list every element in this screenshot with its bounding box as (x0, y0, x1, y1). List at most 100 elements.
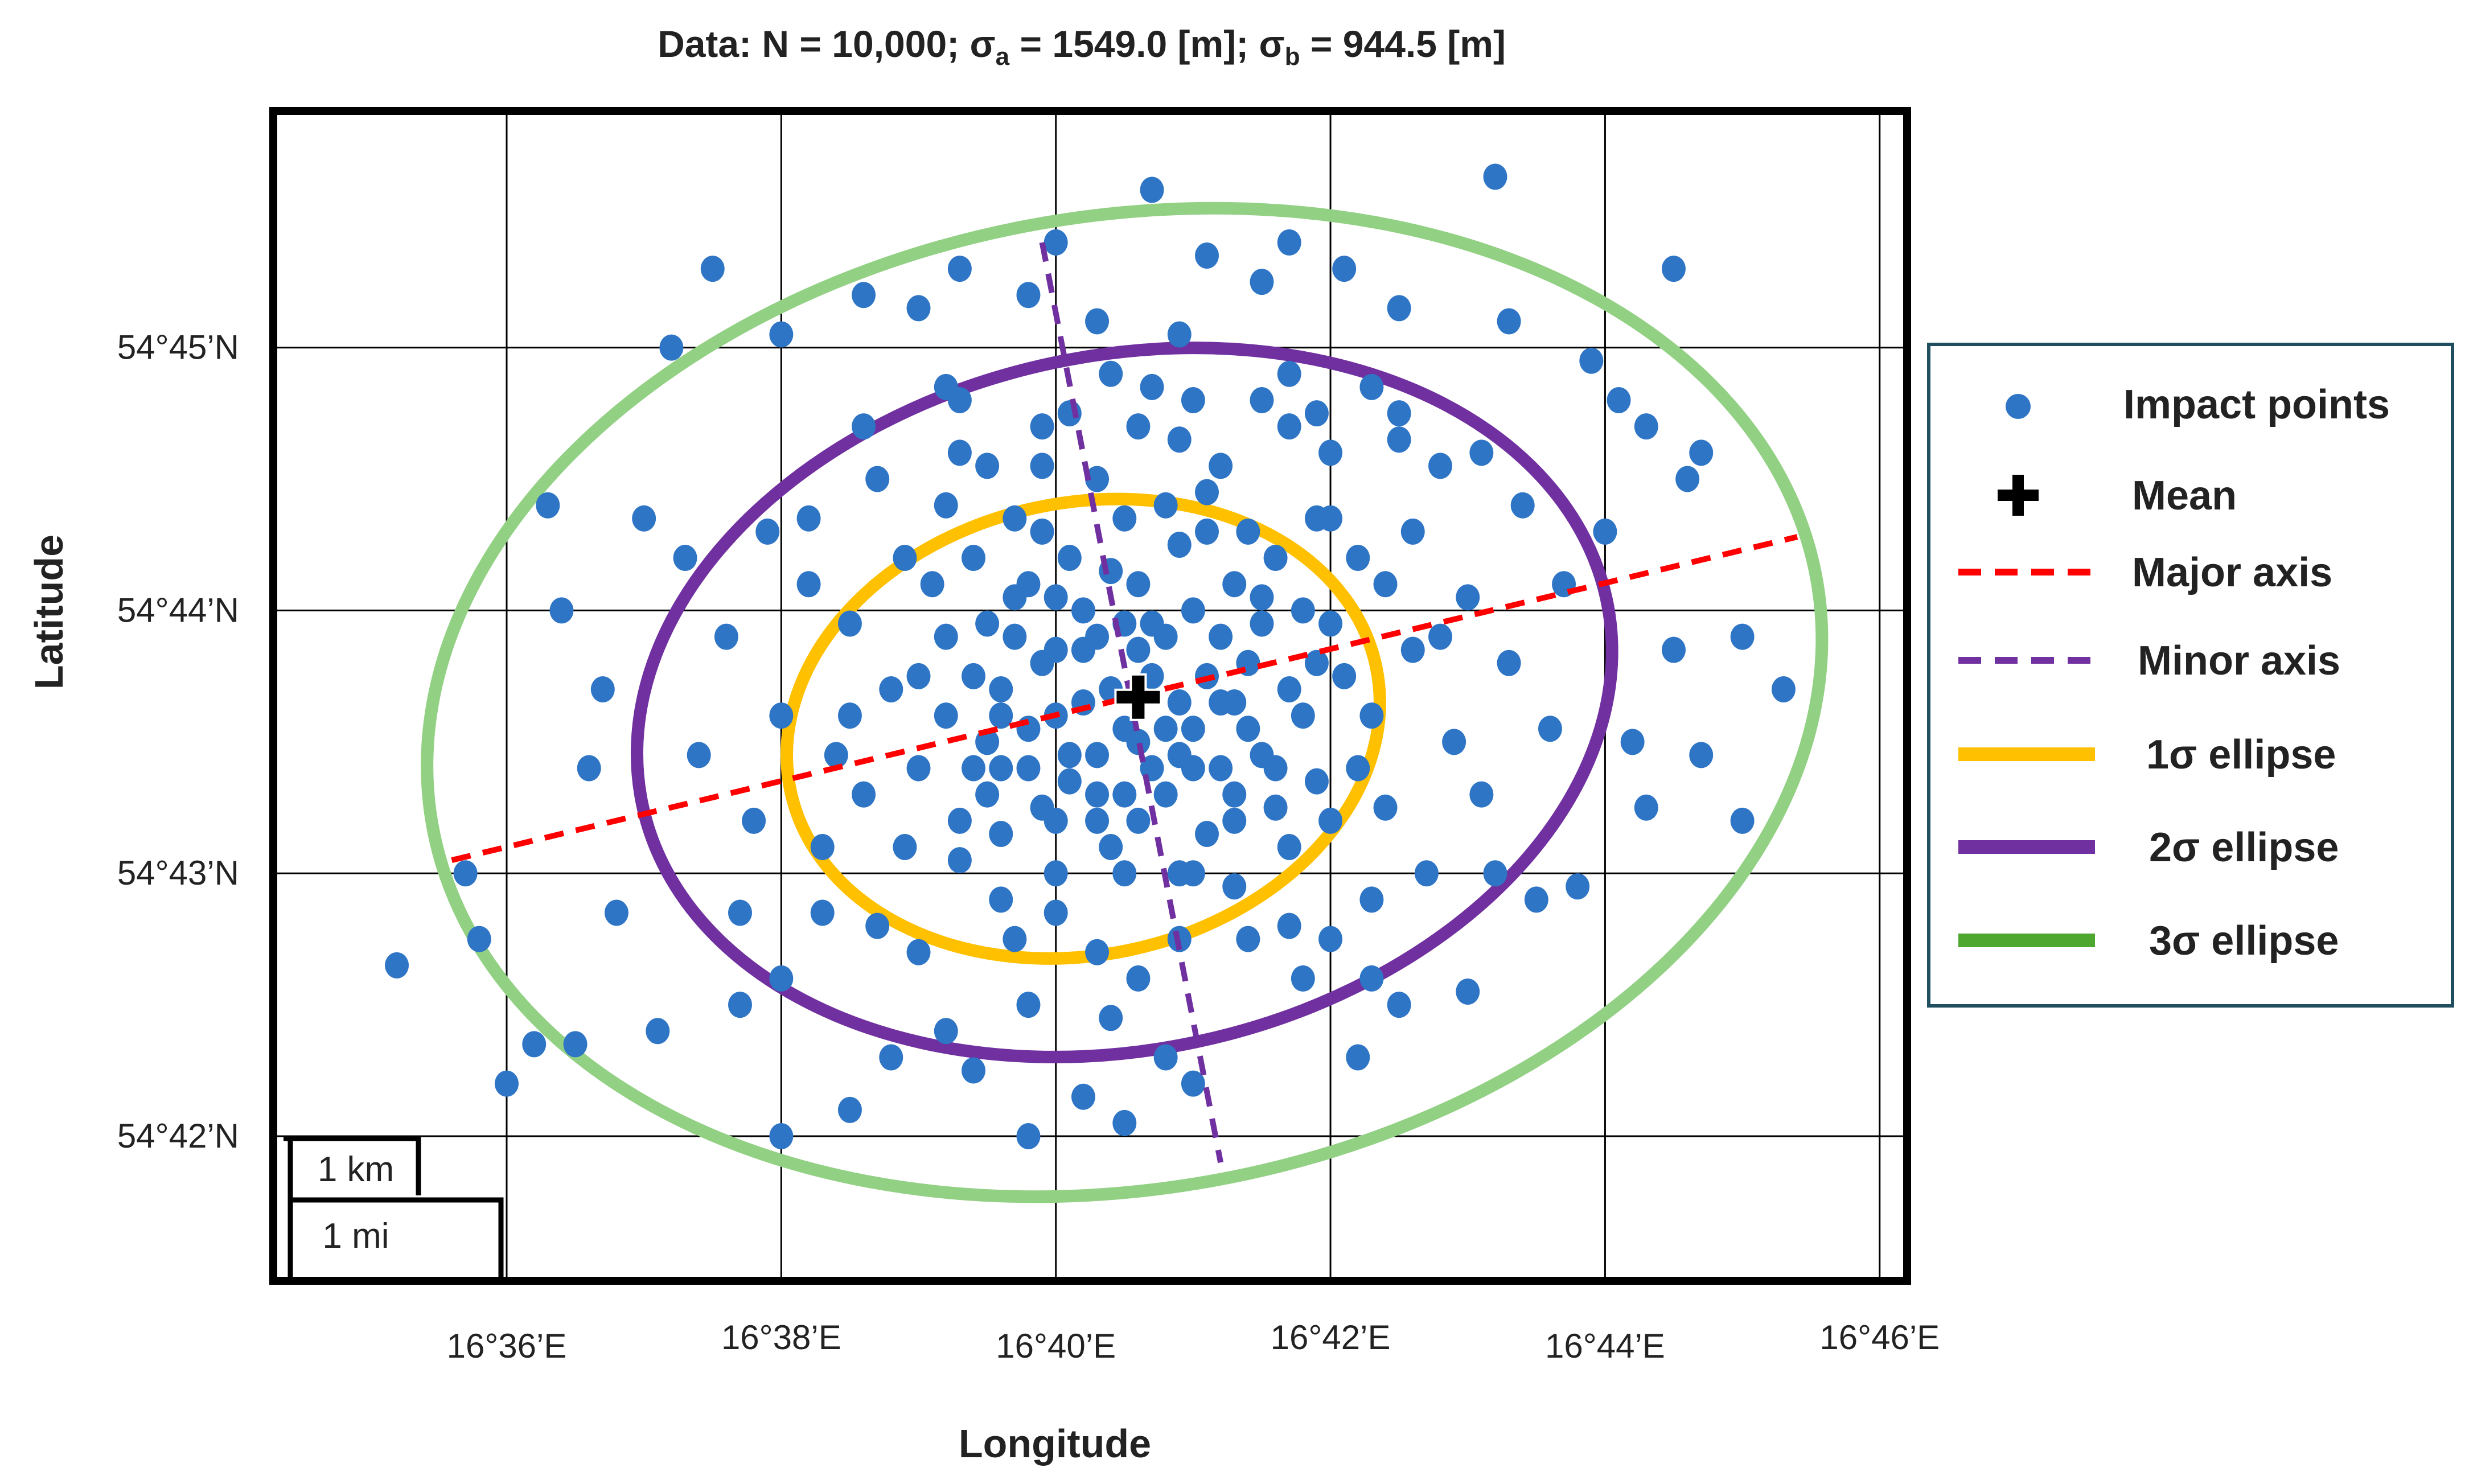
title-prefix: Data: N = 10,000; (658, 23, 969, 65)
impact-point (755, 518, 780, 545)
impact-point (522, 1031, 547, 1058)
legend-two-sigma: 2σ ellipse (1958, 825, 2339, 870)
impact-point (1346, 1044, 1370, 1071)
impact-point (1195, 820, 1219, 847)
impact-point (1071, 597, 1095, 624)
impact-point (1236, 716, 1260, 742)
impact-point (1016, 992, 1041, 1018)
impact-point (1524, 886, 1548, 913)
impact-point (1222, 571, 1247, 598)
major-axis-line (451, 534, 1798, 863)
x-tick-label: 16°44’E (1545, 1327, 1665, 1365)
impact-point (604, 899, 628, 926)
impact-point (810, 899, 835, 926)
impact-point (975, 781, 1000, 808)
impact-point (1126, 729, 1151, 755)
impact-point (852, 413, 876, 440)
title-sigma-b-value: = 944.5 [m] (1300, 23, 1506, 65)
impact-point (1140, 610, 1164, 637)
chart-title: Data: N = 10,000; σa = 1549.0 [m]; σb = … (658, 23, 1506, 71)
impact-point (947, 807, 972, 834)
impact-point (1332, 256, 1357, 282)
impact-point (1167, 742, 1192, 768)
impact-point (1085, 308, 1110, 335)
impact-point (1126, 571, 1151, 598)
impact-point (1593, 518, 1617, 545)
x-tick-labels: 16°36’E 16°38’E 16°40’E 16°42’E 16°44’E 16°46… (447, 1318, 1940, 1365)
impact-point (947, 439, 972, 466)
impact-point (1003, 584, 1027, 611)
x-tick-label: 16°42’E (1271, 1318, 1391, 1356)
impact-point (742, 807, 766, 834)
impact-point (1277, 834, 1301, 861)
impact-point (495, 1070, 519, 1097)
impact-point (1222, 873, 1247, 900)
impact-point (577, 755, 601, 782)
impact-point (1304, 649, 1329, 676)
impact-point (467, 926, 491, 952)
impact-point (1030, 518, 1054, 545)
y-axis-title: Latitude (27, 535, 71, 689)
plot-frame (269, 107, 1911, 1285)
impact-point (1167, 426, 1192, 453)
minor-axis-line (1039, 241, 1224, 1164)
impact-point (796, 505, 821, 532)
impact-point (728, 992, 752, 1018)
impact-point (1373, 794, 1398, 821)
impact-point (1566, 873, 1590, 900)
impact-point (1222, 807, 1247, 834)
impact-point (810, 834, 835, 861)
impact-point (1579, 347, 1604, 374)
impact-point (1112, 781, 1137, 808)
impact-point (1428, 453, 1452, 479)
impact-point (632, 505, 656, 532)
impact-point (1126, 807, 1151, 834)
impact-point (865, 466, 890, 492)
legend-box (1927, 343, 2454, 1008)
impact-point (1181, 860, 1205, 887)
scale-bars: 1 km 1 mi (284, 1136, 504, 1281)
one-sigma-ellipse (780, 492, 1386, 965)
impact-point (769, 965, 794, 992)
y-tick-label: 54°42’N (117, 1117, 239, 1155)
impact-point (1689, 742, 1714, 768)
impact-point (962, 663, 985, 689)
title-sigma-b-sub: b (1285, 43, 1300, 71)
impact-point (769, 702, 794, 729)
principal-axes (451, 241, 1798, 1164)
scale-bar-mi (287, 1138, 504, 1281)
impact-point (1153, 716, 1178, 742)
impact-point (1222, 781, 1247, 808)
x-tick-label: 16°38’E (721, 1318, 841, 1356)
y-tick-label: 54°44’N (117, 591, 239, 629)
impact-point (1016, 282, 1041, 309)
impact-point (1675, 466, 1700, 492)
impact-point (1730, 807, 1755, 834)
impact-point (453, 860, 478, 887)
impact-point (1291, 965, 1315, 992)
impact-point (1607, 387, 1631, 413)
impact-point (1304, 400, 1329, 427)
legend-impact-points: Impact points (2006, 382, 2390, 427)
impact-point (893, 545, 917, 572)
impact-point (1044, 584, 1068, 611)
impact-point (646, 1018, 670, 1045)
impact-point (1634, 794, 1658, 821)
impact-point (1126, 636, 1151, 663)
y-tick-label: 54°45’N (117, 328, 239, 367)
impact-point (879, 676, 903, 702)
impact-point (769, 1123, 794, 1150)
impact-point (590, 676, 615, 702)
legend-major-axis: Major axis (1958, 550, 2332, 595)
title-sigma-a-sub: a (996, 43, 1010, 71)
impact-point (1387, 295, 1411, 322)
legend-swatch-dot (2006, 394, 2031, 419)
impact-point (1318, 926, 1343, 952)
impact-point (1250, 269, 1274, 295)
impact-point (1250, 610, 1274, 637)
impact-point (1359, 702, 1384, 729)
impact-point (1181, 597, 1205, 624)
impact-point (934, 702, 958, 729)
impact-point (1044, 899, 1068, 926)
impact-point (837, 1096, 862, 1123)
